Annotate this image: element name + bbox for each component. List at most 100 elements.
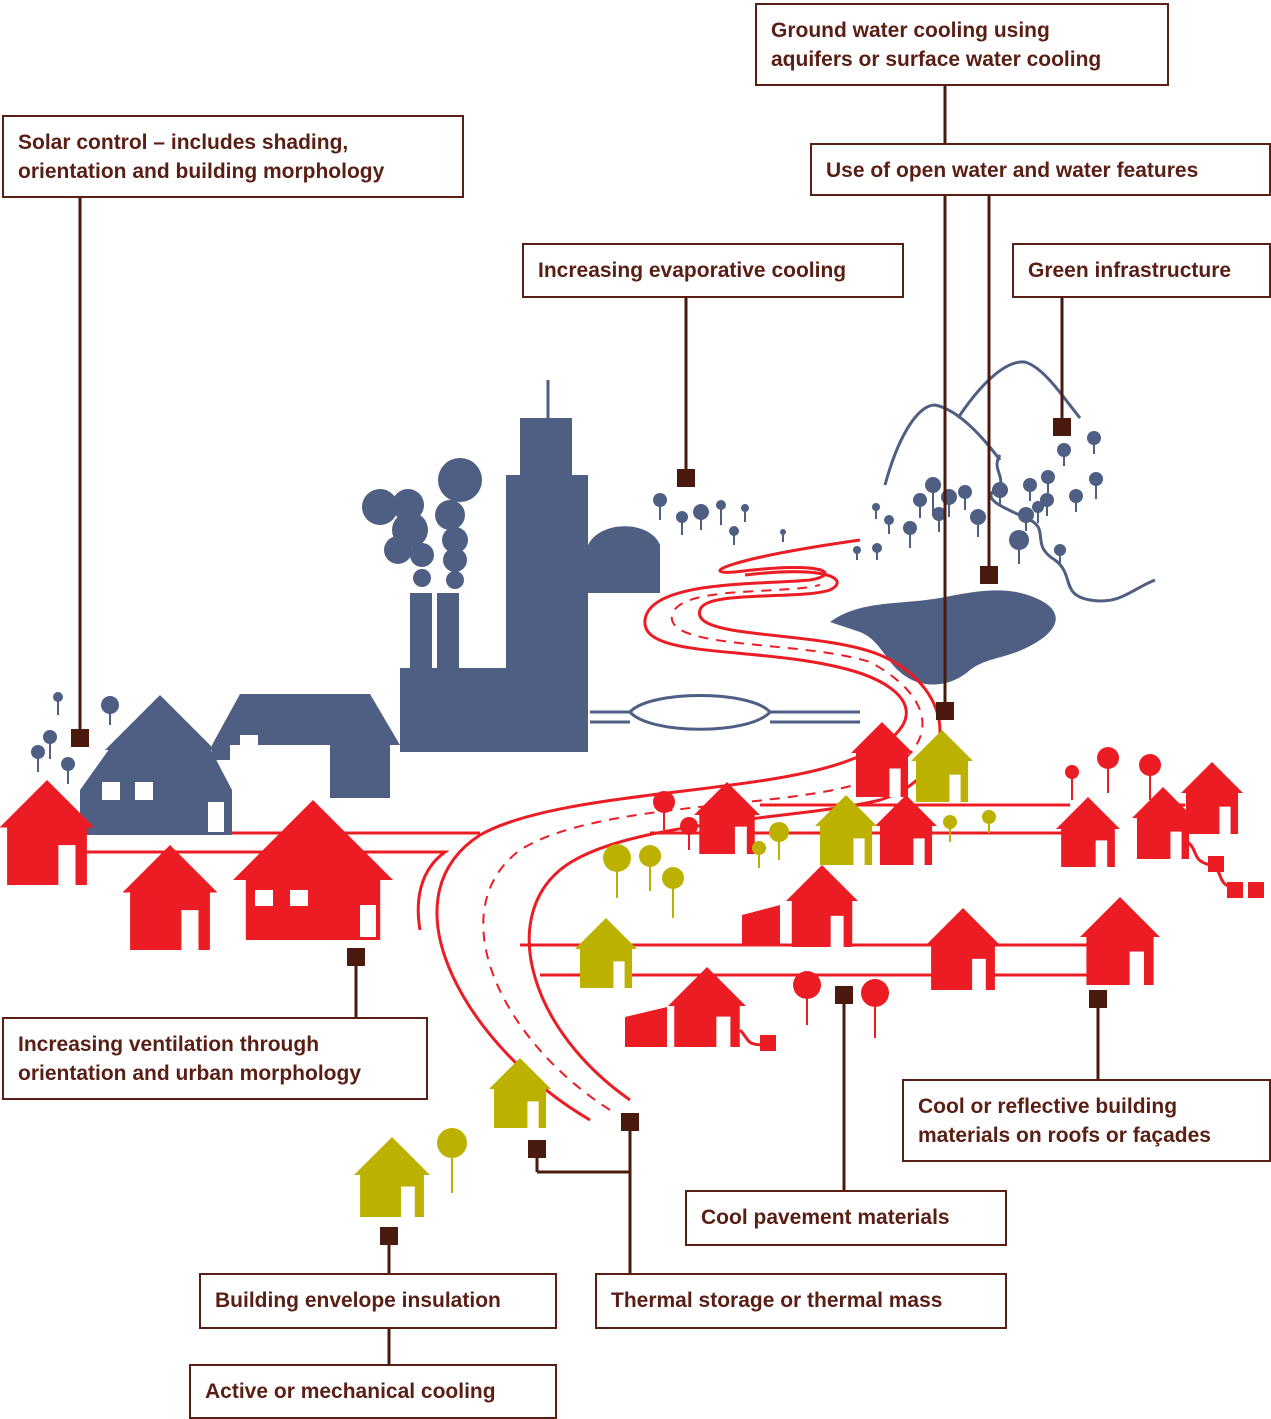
tree — [872, 543, 882, 553]
house-door — [181, 910, 198, 950]
label-text: Ground water cooling using — [771, 16, 1153, 45]
house-door — [208, 802, 224, 832]
tree — [729, 526, 739, 536]
house-door — [613, 961, 624, 988]
tree — [861, 979, 889, 1007]
water-channel — [590, 696, 860, 730]
house-door — [949, 775, 960, 802]
factory — [438, 458, 482, 502]
tree — [53, 692, 63, 702]
ac-unit — [1248, 882, 1264, 898]
lake — [830, 590, 1056, 684]
house — [786, 865, 858, 947]
label-box: Increasing ventilation through orientati… — [2, 1017, 428, 1100]
tree — [716, 500, 726, 510]
window — [102, 782, 120, 800]
connector-end — [936, 702, 954, 720]
tree — [992, 482, 1008, 498]
tree — [769, 822, 789, 842]
tree — [958, 485, 972, 499]
label-box: Solar control – includes shading, orient… — [2, 115, 464, 198]
house — [1181, 762, 1243, 834]
tree — [603, 844, 631, 872]
label-box: Cool pavement materials — [685, 1190, 1007, 1246]
connector-end — [380, 1227, 398, 1245]
house-door — [735, 827, 747, 854]
house-door — [401, 1187, 415, 1217]
shed — [625, 1007, 667, 1047]
tree — [101, 696, 119, 714]
house-door — [913, 838, 924, 865]
tree — [872, 503, 880, 511]
connector-end — [1089, 990, 1107, 1008]
label-text: Building envelope insulation — [215, 1286, 541, 1315]
connector-end — [528, 1140, 546, 1158]
house — [354, 1137, 430, 1217]
tree — [884, 515, 894, 525]
house-door — [1130, 952, 1144, 985]
label-text: Solar control – includes shading, — [18, 128, 448, 157]
tree — [43, 730, 57, 744]
label-box: Use of open water and water features — [810, 143, 1271, 196]
house-door — [1096, 840, 1108, 867]
label-text: orientation and building morphology — [18, 157, 448, 186]
tree — [1057, 443, 1071, 457]
label-box: Thermal storage or thermal mass — [595, 1273, 1007, 1329]
tree — [437, 1128, 467, 1158]
label-text: Thermal storage or thermal mass — [611, 1286, 991, 1315]
ac-unit — [1208, 856, 1224, 872]
house-door — [1170, 832, 1181, 859]
tree — [943, 815, 957, 829]
tree — [741, 504, 749, 512]
house-door — [716, 1017, 730, 1047]
tree — [676, 511, 688, 523]
tree — [1018, 507, 1034, 523]
tree — [1023, 478, 1037, 492]
label-text: Active or mechanical cooling — [205, 1377, 541, 1406]
house-door — [831, 916, 844, 947]
window — [240, 735, 258, 753]
label-text: Increasing evaporative cooling — [538, 256, 888, 285]
tree — [61, 757, 75, 771]
tree — [653, 791, 675, 813]
connector-end — [347, 948, 365, 966]
illustration — [0, 0, 1271, 1419]
ac-unit — [760, 1035, 776, 1051]
label-box: Cool or reflective building materials on… — [902, 1079, 1271, 1162]
factory — [443, 548, 467, 572]
label-text: Increasing ventilation through — [18, 1030, 412, 1059]
window — [255, 890, 273, 906]
label-text: Use of open water and water features — [826, 156, 1255, 185]
house-door — [58, 845, 75, 885]
house-door — [889, 769, 900, 798]
house — [489, 1058, 551, 1128]
mountain — [885, 405, 1000, 485]
house — [694, 782, 760, 854]
label-text: materials on roofs or façades — [918, 1121, 1255, 1150]
connector-end — [835, 986, 853, 1004]
connector-end — [1053, 418, 1071, 436]
label-box: Active or mechanical cooling — [189, 1364, 557, 1419]
factory — [413, 569, 431, 587]
label-text: Cool or reflective building — [918, 1092, 1255, 1121]
house — [911, 730, 973, 802]
label-text: aquifers or surface water cooling — [771, 45, 1153, 74]
house — [1080, 897, 1160, 985]
label-box: Increasing evaporative cooling — [522, 243, 904, 298]
tree — [1032, 501, 1044, 513]
tree — [1009, 530, 1029, 550]
label-box: Building envelope insulation — [199, 1273, 557, 1329]
ac-unit — [1227, 882, 1243, 898]
tree — [1065, 765, 1079, 779]
tree — [1069, 489, 1083, 503]
label-box: Green infrastructure — [1012, 243, 1271, 298]
tree — [970, 509, 986, 525]
house-door — [853, 838, 864, 865]
tree — [1041, 470, 1055, 484]
window — [135, 782, 153, 800]
house — [123, 845, 218, 950]
tree — [925, 477, 941, 493]
tree — [913, 493, 927, 507]
label-text: Green infrastructure — [1028, 256, 1255, 285]
tree — [752, 841, 766, 855]
